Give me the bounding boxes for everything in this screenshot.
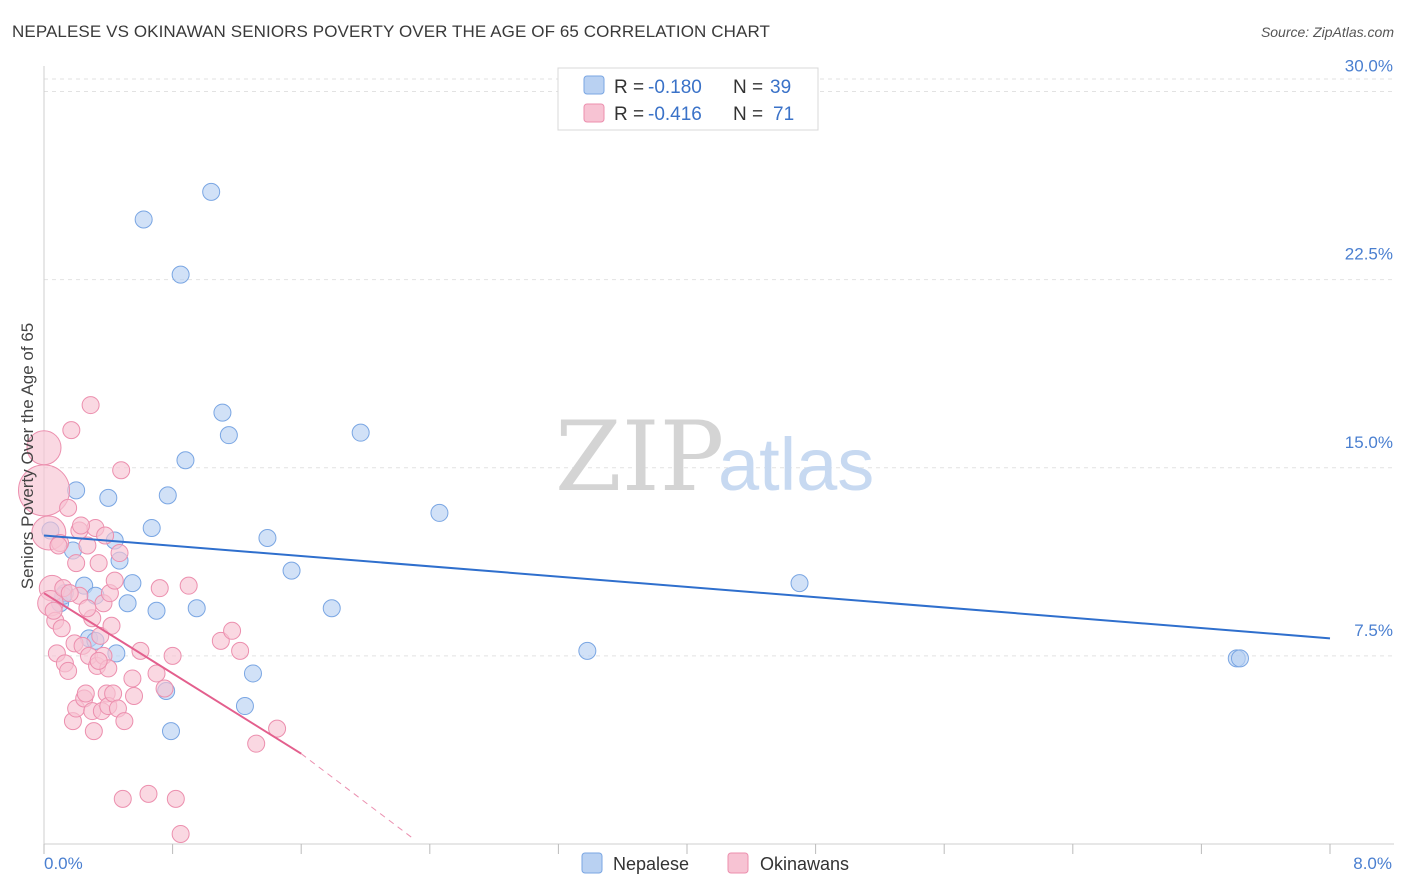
data-point-okinawans — [81, 396, 100, 415]
y-tick-label: 30.0% — [1345, 57, 1393, 76]
watermark: ZIP atlas — [555, 401, 874, 513]
trend-layer — [43, 534, 1331, 840]
data-point-okinawans — [139, 784, 158, 803]
data-point-okinawans — [104, 684, 123, 703]
y-tick-label: 7.5% — [1354, 621, 1393, 640]
data-point-okinawans — [78, 599, 97, 618]
data-point-nepalese — [202, 182, 221, 201]
ticks-layer: 7.5% 15.0% 22.5% 30.0% 0.0% 8.0% — [44, 57, 1393, 873]
data-point-okinawans — [231, 641, 250, 660]
x-tick-label-max: 8.0% — [1353, 854, 1392, 873]
series-legend: Nepalese Okinawans — [581, 852, 849, 874]
data-point-okinawans — [89, 554, 108, 573]
y-axis-label: Seniors Poverty Over the Age of 65 — [18, 323, 37, 589]
data-point-okinawans — [113, 789, 132, 808]
data-point-okinawans — [62, 421, 81, 440]
data-point-nepalese — [578, 641, 597, 660]
data-point-nepalese — [161, 722, 180, 741]
data-point-okinawans — [78, 536, 97, 555]
data-point-okinawans — [147, 664, 166, 683]
data-point-okinawans — [155, 679, 174, 698]
data-point-nepalese — [258, 529, 277, 547]
trend-line-nepalese — [43, 534, 1331, 640]
data-point-nepalese — [134, 210, 153, 229]
data-point-okinawans — [105, 571, 124, 590]
data-point-nepalese — [282, 561, 301, 580]
data-point-okinawans — [49, 536, 68, 555]
data-point-okinawans — [247, 734, 266, 753]
data-point-okinawans — [150, 579, 169, 598]
data-point-okinawans — [163, 646, 182, 665]
data-point-nepalese — [118, 594, 137, 613]
bottom-legend-swatch-nepalese — [581, 852, 603, 874]
stats-legend: R = -0.180 N = 39 R = -0.416 N = 71 — [557, 67, 819, 131]
data-point-nepalese — [158, 486, 177, 505]
bottom-legend-nepalese: Nepalese — [613, 854, 689, 874]
data-point-nepalese — [430, 503, 449, 522]
data-point-nepalese — [187, 599, 206, 618]
data-point-nepalese — [176, 451, 195, 470]
data-point-okinawans — [84, 722, 103, 741]
data-point-okinawans — [26, 430, 62, 466]
legend-n-label-1: N = — [733, 77, 763, 98]
data-point-nepalese — [99, 488, 118, 507]
x-tick-label-min: 0.0% — [44, 854, 83, 873]
data-point-nepalese — [142, 518, 161, 537]
legend-r-value-2: -0.416 — [648, 104, 702, 125]
data-point-nepalese — [243, 664, 262, 683]
data-point-okinawans — [166, 789, 185, 808]
data-point-okinawans — [59, 661, 78, 680]
data-point-okinawans — [89, 651, 108, 670]
data-point-okinawans — [52, 619, 71, 638]
data-point-okinawans — [179, 576, 198, 595]
data-point-okinawans — [125, 687, 144, 706]
y-tick-label: 15.0% — [1345, 433, 1393, 452]
data-point-nepalese — [147, 601, 166, 620]
legend-swatch-okinawans — [583, 103, 605, 123]
trend-line-okinawans — [43, 592, 302, 755]
legend-r-label-2: R = — [614, 104, 644, 125]
legend-n-label-2: N = — [733, 104, 763, 125]
trend-line-okinawans-extension — [300, 753, 415, 840]
data-point-nepalese — [171, 265, 190, 284]
grid-layer — [44, 78, 1394, 657]
data-point-okinawans — [67, 554, 86, 573]
data-point-okinawans — [223, 621, 242, 640]
data-point-okinawans — [76, 684, 95, 703]
series-okinawans — [18, 396, 287, 843]
bottom-legend-okinawans: Okinawans — [760, 854, 849, 874]
legend-n-value-2: 71 — [773, 104, 794, 125]
bottom-legend-swatch-okinawans — [727, 852, 749, 874]
data-point-nepalese — [235, 697, 254, 716]
legend-r-label-1: R = — [614, 77, 644, 98]
data-point-okinawans — [110, 544, 129, 563]
data-point-okinawans — [71, 516, 90, 535]
data-point-nepalese — [351, 423, 370, 442]
legend-r-value-1: -0.180 — [648, 77, 702, 98]
data-point-nepalese — [67, 481, 86, 500]
data-point-okinawans — [171, 824, 190, 843]
watermark-atlas: atlas — [718, 423, 874, 506]
data-point-nepalese — [1230, 649, 1249, 668]
watermark-zip: ZIP — [555, 401, 724, 513]
y-tick-label: 22.5% — [1345, 245, 1393, 264]
chart-title: NEPALESE VS OKINAWAN SENIORS POVERTY OVE… — [12, 22, 771, 41]
data-point-okinawans — [115, 712, 134, 731]
data-point-okinawans — [211, 631, 230, 650]
data-point-nepalese — [322, 599, 341, 618]
data-point-nepalese — [123, 574, 142, 593]
legend-swatch-nepalese — [583, 75, 605, 95]
data-point-nepalese — [790, 574, 809, 593]
source-label: Source: ZipAtlas.com — [1260, 24, 1394, 40]
data-point-okinawans — [60, 584, 79, 603]
data-point-okinawans — [123, 669, 142, 688]
data-point-nepalese — [213, 403, 232, 422]
data-point-okinawans — [268, 719, 287, 738]
data-point-okinawans — [112, 461, 131, 480]
legend-n-value-1: 39 — [770, 77, 791, 98]
data-point-nepalese — [219, 426, 238, 445]
data-point-okinawans — [44, 601, 63, 620]
data-point-okinawans — [59, 498, 78, 517]
